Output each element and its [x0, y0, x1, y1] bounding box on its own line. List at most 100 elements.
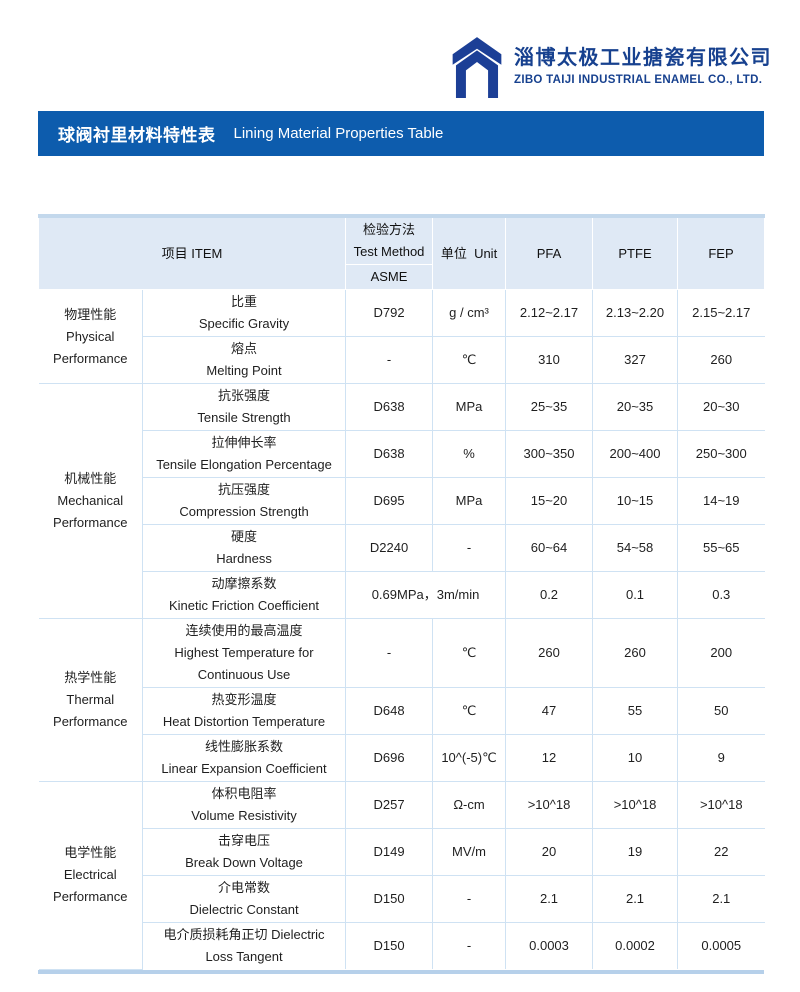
ptfe-value: 200~400 [592, 430, 679, 478]
ptfe-value: 10 [592, 734, 679, 782]
pfa-value: 60~64 [505, 524, 594, 572]
method-cell: D638 [345, 383, 434, 431]
unit-cell: - [432, 922, 507, 969]
unit-cell: ℃ [432, 618, 507, 688]
fep-value: 2.15~2.17 [677, 289, 765, 337]
company-logo-icon [449, 36, 505, 98]
ptfe-value: 20~35 [592, 383, 679, 431]
pfa-value: >10^18 [505, 781, 594, 829]
table-row: 物理性能 Physical Performance 比重 Specific Gr… [38, 289, 765, 384]
item-en: Highest Temperature for Continuous Use [174, 645, 314, 682]
fep-value: 14~19 [677, 477, 765, 525]
item-zh: 介电常数 [218, 880, 271, 895]
unit-cell: 10^(-5)℃ [432, 734, 507, 782]
item-en: Break Down Voltage [185, 855, 303, 870]
unit-cell: Ω-cm [432, 781, 507, 829]
item-en: Linear Expansion Coefficient [161, 761, 327, 776]
table-row: 动摩擦系数 Kinetic Friction Coefficient 0.69M… [39, 571, 765, 619]
company-name-en: ZIBO TAIJI INDUSTRIAL ENAMEL CO., LTD. [514, 74, 763, 86]
unit-cell: MPa [432, 477, 507, 525]
item-cell: 拉伸伸长率 Tensile Elongation Percentage [141, 430, 347, 478]
method-cell: D695 [345, 477, 434, 525]
item-en: Hardness [216, 551, 272, 566]
pfa-value: 260 [505, 618, 594, 688]
item-en: Heat Distortion Temperature [162, 714, 326, 729]
ptfe-value: 260 [592, 618, 679, 688]
ptfe-value: 2.13~2.20 [592, 289, 679, 337]
method-cell: D150 [345, 875, 434, 923]
header-fep: FEP [677, 214, 766, 290]
item-zh: 熔点 [231, 341, 258, 356]
header-asme: ASME [345, 264, 434, 290]
method-cell: D638 [345, 430, 434, 478]
table-row: 熔点 Melting Point - ℃ 310 327 260 [39, 336, 765, 384]
method-cell: D792 [345, 289, 434, 337]
page-title-zh: 球阀衬里材料特性表 [58, 126, 216, 145]
item-zh: 拉伸伸长率 [211, 435, 277, 450]
fep-value: >10^18 [677, 781, 765, 829]
pfa-value: 47 [505, 687, 594, 735]
item-cell: 击穿电压 Break Down Voltage [141, 828, 347, 876]
table-row: 介电常数 Dielectric Constant D150 - 2.1 2.1 … [39, 875, 765, 923]
header-row-1: 项目 ITEM 检验方法 Test Method 单位 Unit PFA PTF… [37, 214, 766, 290]
item-zh: 比重 [231, 294, 258, 309]
category-zh: 电学性能 [64, 845, 117, 861]
properties-table-wrap: 项目 ITEM 检验方法 Test Method 单位 Unit PFA PTF… [37, 214, 766, 974]
table-row: 电学性能 Electrical Performance 体积电阻率 Volume… [38, 781, 765, 970]
item-cell: 体积电阻率 Volume Resistivity [141, 781, 347, 829]
method-cell: D696 [345, 734, 434, 782]
category-cell-thermal: 热学性能 Thermal Performance [38, 618, 143, 782]
header-unit: 单位 Unit [432, 214, 507, 290]
fep-value: 22 [677, 828, 765, 876]
item-cell: 连续使用的最高温度 Highest Temperature for Contin… [141, 618, 347, 688]
section-title-bar: 球阀衬里材料特性表 Lining Material Properties Tab… [38, 111, 764, 156]
item-cell: 热变形温度 Heat Distortion Temperature [141, 687, 347, 735]
unit-cell: g / cm³ [432, 289, 507, 337]
unit-cell: - [432, 524, 507, 572]
item-en: Compression Strength [179, 504, 309, 519]
table-bottom-accent-bar [38, 969, 764, 974]
category-en: Electrical Performance [53, 867, 128, 905]
page-title-en: Lining Material Properties Table [233, 125, 444, 142]
table-row: 机械性能 Mechanical Performance 抗张强度 Tensile… [38, 383, 765, 619]
item-en: Tensile Strength [197, 410, 291, 425]
fep-value: 55~65 [677, 524, 765, 572]
item-zh: 抗压强度 [218, 482, 271, 497]
header-item: 项目 ITEM [37, 214, 347, 290]
pfa-value: 15~20 [505, 477, 594, 525]
ptfe-value: 327 [592, 336, 679, 384]
item-zh: 硬度 [231, 529, 258, 544]
brand-header: 淄博太极工业搪瓷有限公司 ZIBO TAIJI INDUSTRIAL ENAME… [0, 0, 800, 98]
table-row: 击穿电压 Break Down Voltage D149 MV/m 20 19 … [39, 828, 765, 876]
item-cell: 熔点 Melting Point [141, 336, 347, 384]
category-cell-mechanical: 机械性能 Mechanical Performance [38, 383, 143, 619]
fep-value: 50 [677, 687, 765, 735]
unit-cell: MPa [432, 383, 507, 431]
category-cell-physical: 物理性能 Physical Performance [38, 289, 143, 384]
pfa-value: 12 [505, 734, 594, 782]
item-zh: 热变形温度 [211, 692, 277, 707]
header-test-method: 检验方法 Test Method [345, 214, 434, 265]
pfa-value: 300~350 [505, 430, 594, 478]
item-zh: 电介质损耗角正切 Dielectric [163, 927, 325, 942]
item-cell: 动摩擦系数 Kinetic Friction Coefficient [141, 571, 347, 619]
item-zh: 体积电阻率 [211, 786, 277, 801]
table-row: 电介质损耗角正切 Dielectric Loss Tangent D150 - … [39, 922, 765, 969]
table-row: 硬度 Hardness D2240 - 60~64 54~58 55~65 [39, 524, 765, 572]
method-cell: D2240 [345, 524, 434, 572]
fep-value: 20~30 [677, 383, 765, 431]
table-row: 线性膨胀系数 Linear Expansion Coefficient D696… [39, 734, 765, 782]
table-header: 项目 ITEM 检验方法 Test Method 单位 Unit PFA PTF… [37, 214, 766, 290]
table-row: 热变形温度 Heat Distortion Temperature D648 ℃… [39, 687, 765, 735]
item-zh: 连续使用的最高温度 [185, 623, 303, 638]
item-cell: 电介质损耗角正切 Dielectric Loss Tangent [141, 922, 347, 969]
ptfe-value: >10^18 [592, 781, 679, 829]
header-test-method-zh: 检验方法 [363, 222, 416, 237]
header-test-method-en: Test Method [353, 244, 425, 259]
item-zh: 动摩擦系数 [211, 576, 277, 591]
unit-cell: MV/m [432, 828, 507, 876]
item-en: Volume Resistivity [191, 808, 297, 823]
category-zh: 机械性能 [64, 471, 117, 486]
item-en: Specific Gravity [198, 316, 290, 331]
unit-cell: ℃ [432, 687, 507, 735]
